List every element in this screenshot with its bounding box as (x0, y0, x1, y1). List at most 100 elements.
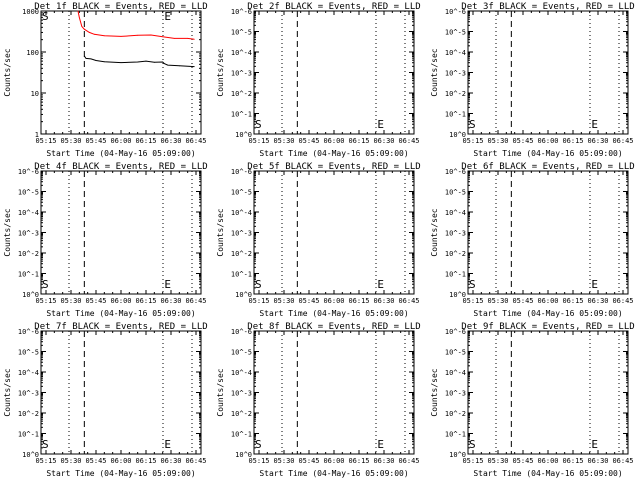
y-tick-label: 10^-6 (231, 168, 252, 176)
x-axis-label: Start Time (04-May-16 05:09:00) (473, 149, 622, 158)
x-tick-label: 05:45 (512, 137, 533, 145)
y-tick-label: 10^-2 (445, 250, 466, 258)
x-tick-label: 05:30 (60, 137, 81, 145)
data-point-events (178, 65, 180, 67)
y-tick-label: 10^-1 (445, 431, 466, 439)
y-tick-label: 10^-5 (445, 29, 466, 37)
y-tick-label: 10^0 (22, 451, 39, 459)
plot-panel-9: Det 9f BLACK = Events, RED = LLD 10^0 10^-… (430, 322, 635, 478)
y-axis-label: Counts/sec (3, 368, 12, 416)
plot-panel-3: Det 3f BLACK = Events, RED = LLD 10^0 10^-… (430, 2, 635, 158)
plot-panel-8: Det 8f BLACK = Events, RED = LLD 10^0 10^-… (216, 322, 421, 478)
y-tick-label: 10^0 (449, 291, 466, 299)
x-tick-label: 06:45 (398, 297, 419, 305)
data-point-events (120, 62, 122, 64)
y-axis-label: Counts/sec (3, 48, 12, 96)
y-tick-label: 100 (26, 49, 39, 57)
x-tick-label: 06:15 (562, 137, 583, 145)
start-marker: S (42, 438, 49, 451)
y-tick-label: 10^-3 (18, 230, 39, 238)
x-axis-label: Start Time (04-May-16 05:09:00) (259, 309, 408, 318)
x-tick-label: 06:00 (323, 297, 344, 305)
y-tick-label: 10^-2 (445, 90, 466, 98)
y-tick-label: 10^0 (22, 291, 39, 299)
plot-panel-1: Det 1f BLACK = Events, RED = LLD 1 10 100 10… (3, 2, 208, 158)
y-tick-label: 1000 (22, 8, 39, 16)
data-point-events (145, 60, 147, 62)
data-point-lld (93, 33, 95, 35)
y-tick-label: 10^-5 (18, 349, 39, 357)
plot-frame (467, 170, 629, 295)
y-tick-label: 10^0 (235, 451, 252, 459)
data-point-events (167, 64, 169, 66)
y-tick-label: 10^-3 (445, 390, 466, 398)
start-marker: S (42, 278, 49, 291)
x-tick-label: 06:45 (612, 137, 633, 145)
x-tick-label: 06:30 (373, 457, 394, 465)
data-point-events (90, 58, 92, 60)
plot-frame (40, 170, 202, 295)
y-tick-label: 10^-2 (18, 250, 39, 258)
x-tick-label: 06:00 (323, 457, 344, 465)
x-tick-label: 05:15 (248, 297, 269, 305)
y-tick-label: 10^-3 (231, 230, 252, 238)
x-tick-label: 06:00 (537, 137, 558, 145)
end-marker: E (377, 278, 384, 291)
y-tick-label: 10^-3 (445, 70, 466, 78)
start-marker: S (469, 438, 476, 451)
x-tick-label: 06:00 (110, 457, 131, 465)
data-point-lld (103, 35, 105, 37)
plot-title: Det 7f BLACK = Events, RED = LLD (34, 322, 207, 332)
x-tick-label: 06:30 (373, 297, 394, 305)
x-tick-label: 05:45 (85, 457, 106, 465)
x-tick-label: 06:30 (160, 297, 181, 305)
x-tick-label: 06:15 (135, 297, 156, 305)
y-tick-label: 10^-6 (18, 328, 39, 336)
start-marker: S (255, 118, 262, 131)
plot-title: Det 8f BLACK = Events, RED = LLD (247, 322, 420, 332)
y-tick-label: 10^-1 (445, 271, 466, 279)
y-tick-label: 10^-2 (18, 410, 39, 418)
end-marker: E (377, 118, 384, 131)
y-tick-label: 10^-1 (18, 271, 39, 279)
y-tick-label: 10^-5 (445, 189, 466, 197)
plot-frame (40, 330, 202, 455)
y-tick-label: 10^-1 (231, 271, 252, 279)
data-point-events (85, 57, 87, 59)
end-marker: E (164, 278, 171, 291)
plot-panel-4: Det 4f BLACK = Events, RED = LLD 10^0 10^-… (3, 162, 208, 318)
y-tick-label: 10^-4 (445, 49, 466, 57)
start-marker: S (255, 278, 262, 291)
data-point-lld (173, 37, 175, 39)
x-tick-label: 06:45 (398, 457, 419, 465)
data-point-events (95, 60, 97, 61)
data-point-events (83, 55, 85, 57)
x-tick-label: 05:45 (298, 297, 319, 305)
plot-title: Det 6f BLACK = Events, RED = LLD (461, 162, 634, 172)
plot-frame (467, 10, 629, 135)
start-marker: S (469, 278, 476, 291)
x-tick-label: 06:30 (587, 457, 608, 465)
x-tick-label: 06:00 (110, 137, 131, 145)
y-tick-label: 10^-3 (18, 390, 39, 398)
x-axis-label: Start Time (04-May-16 05:09:00) (46, 309, 195, 318)
x-tick-label: 06:15 (348, 457, 369, 465)
x-tick-label: 05:15 (35, 137, 56, 145)
x-tick-label: 06:15 (348, 297, 369, 305)
data-point-events (162, 61, 164, 63)
y-tick-label: 10^-5 (231, 349, 252, 357)
plot-title: Det 9f BLACK = Events, RED = LLD (461, 322, 634, 332)
x-tick-label: 05:45 (298, 137, 319, 145)
data-point-events (137, 61, 139, 63)
x-axis-label: Start Time (04-May-16 05:09:00) (473, 309, 622, 318)
data-point-lld (187, 37, 189, 39)
x-axis-label: Start Time (04-May-16 05:09:00) (473, 469, 622, 478)
x-tick-label: 06:30 (160, 457, 181, 465)
end-marker: E (591, 438, 598, 451)
data-point-lld (83, 28, 85, 30)
x-tick-label: 06:00 (110, 297, 131, 305)
plot-panel-2: Det 2f BLACK = Events, RED = LLD 10^0 10^-… (216, 2, 421, 158)
x-tick-label: 05:30 (60, 457, 81, 465)
end-marker: E (164, 10, 171, 23)
